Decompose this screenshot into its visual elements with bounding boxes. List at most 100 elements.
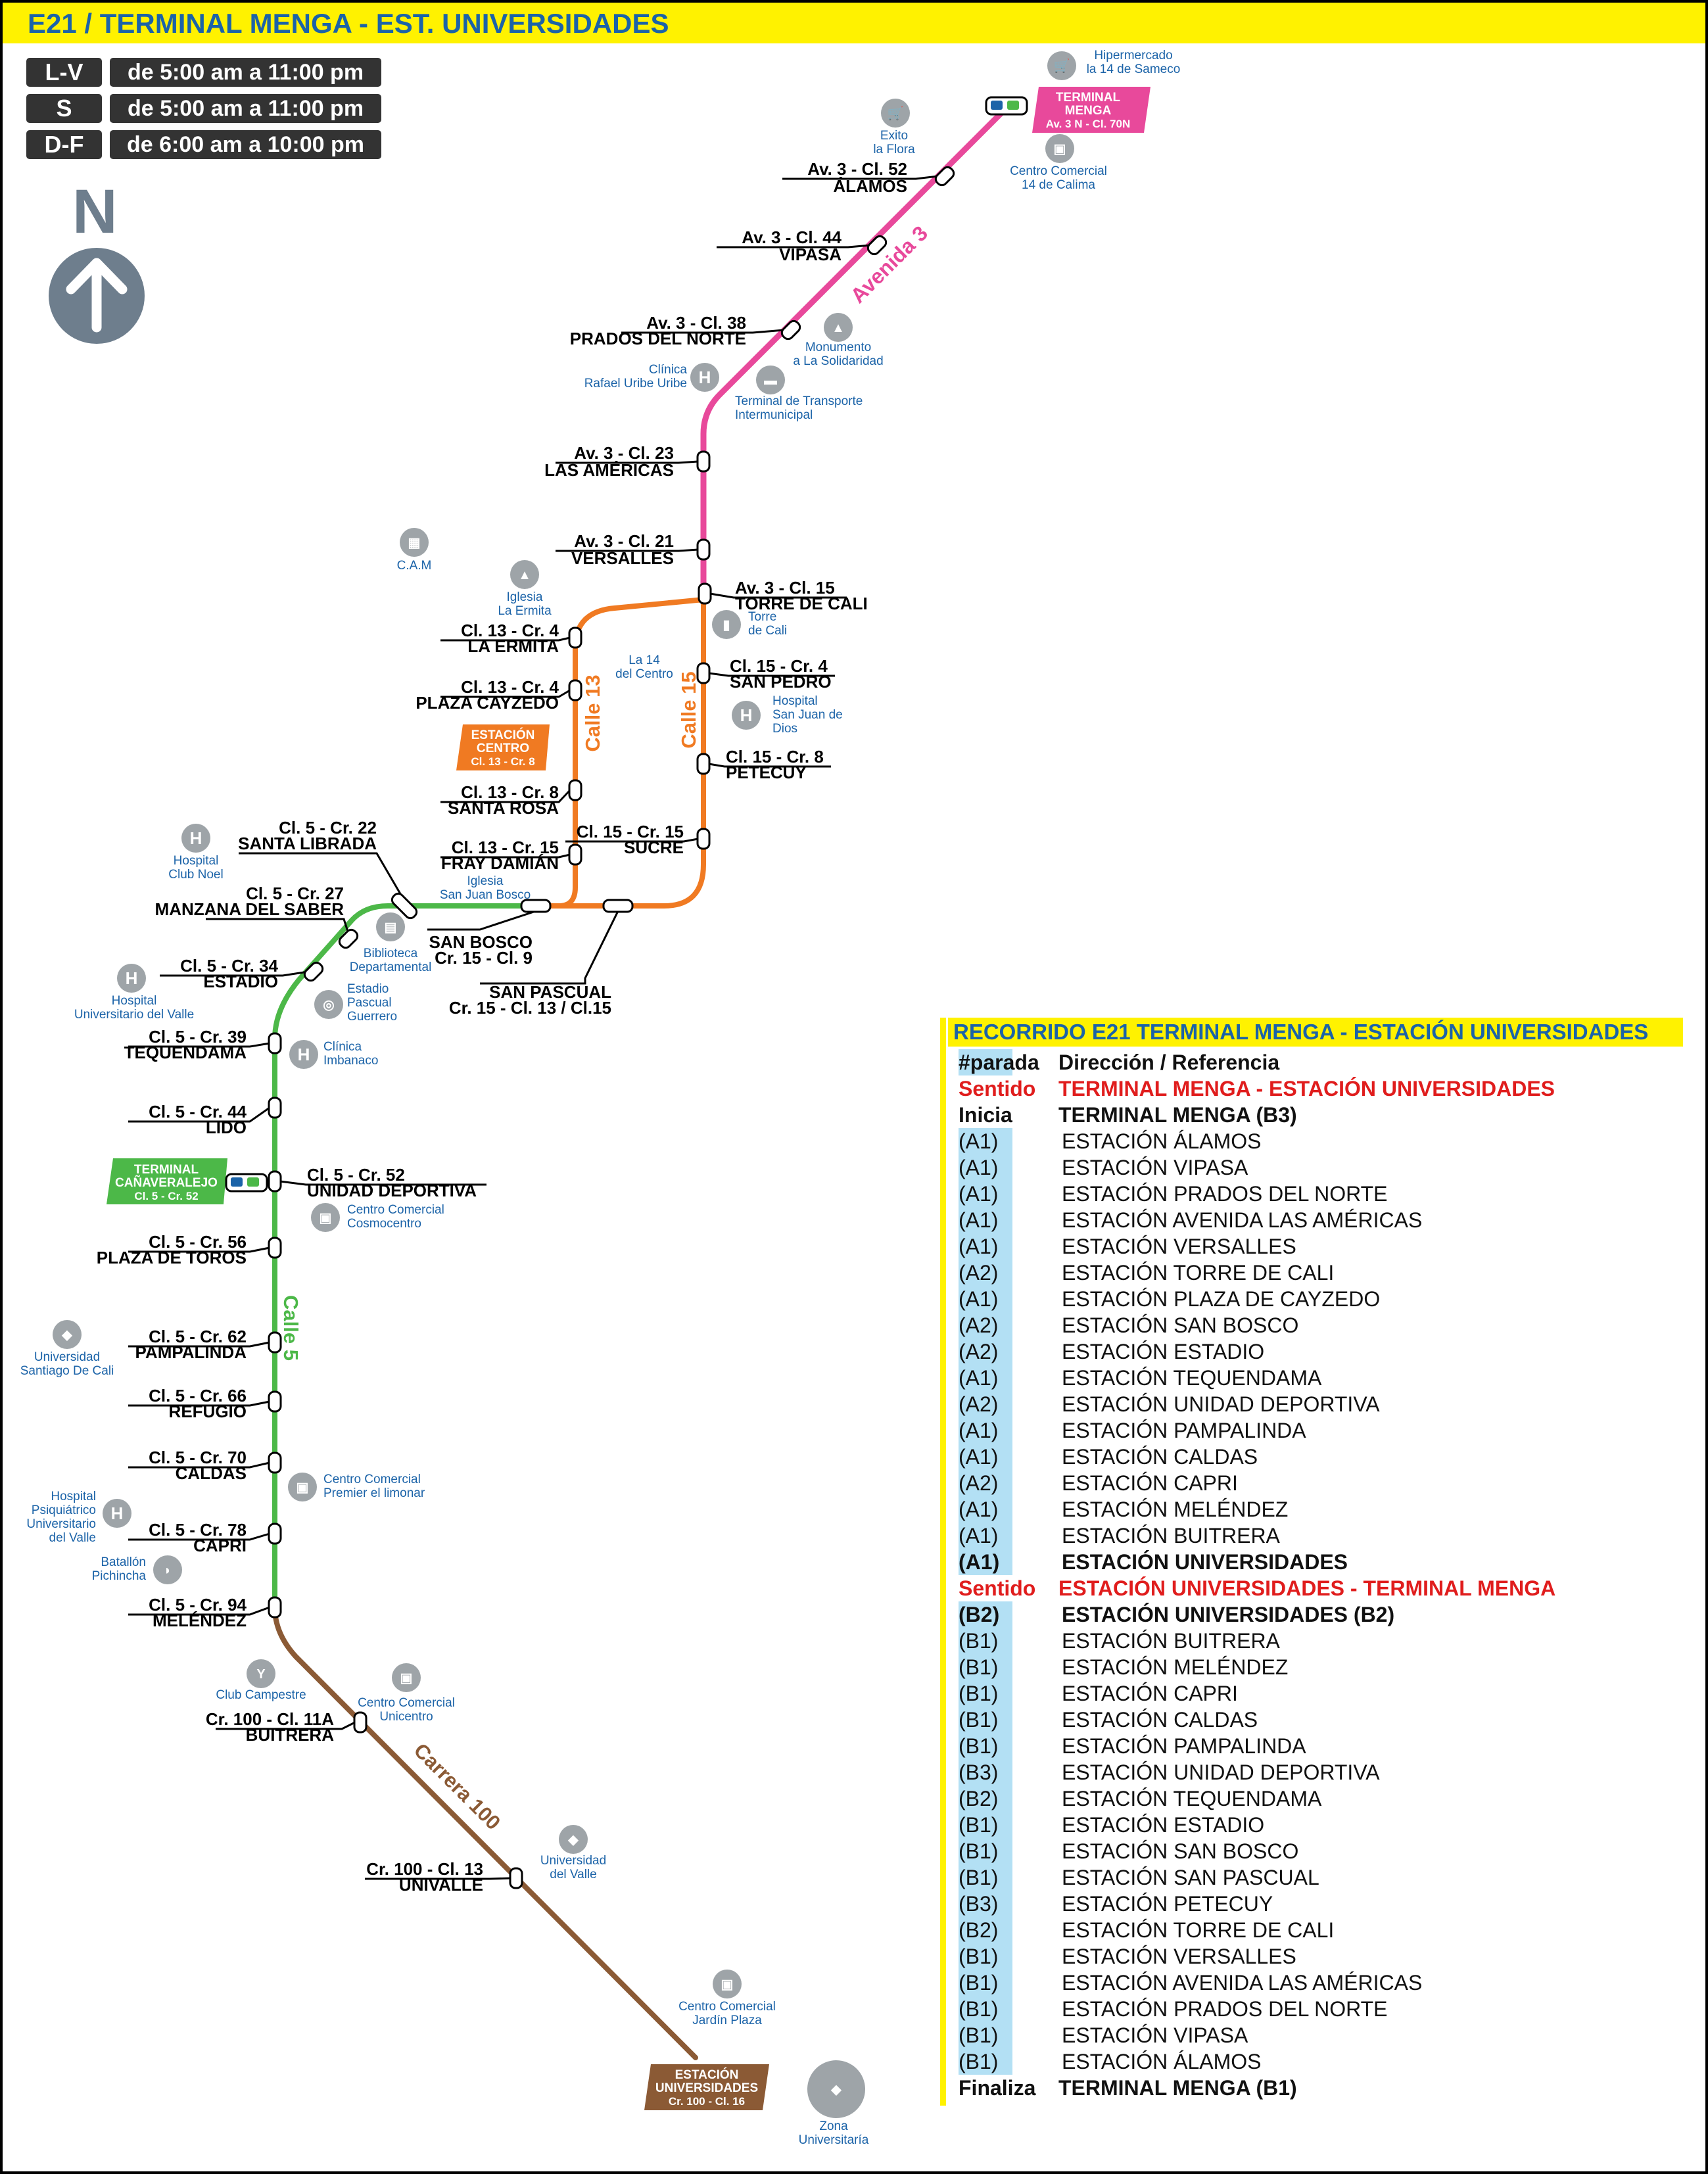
station-marker[interactable] [780,319,802,341]
legend-text: ESTACIÓN PAMPALINDA [1062,1734,1306,1758]
bus-icon [991,101,1003,110]
station-marker[interactable] [268,1452,282,1474]
station-marker[interactable] [268,1170,282,1193]
station-name: REFUGIO [169,1402,247,1421]
landmark-label: Centro Comercial [1010,164,1107,178]
icon-glyph: ◆ [61,1328,72,1342]
leader-line [709,592,847,599]
station-marker[interactable] [568,779,582,801]
station-address: Cl. 13 - Cr. 4 [461,621,559,640]
station-marker[interactable] [696,450,711,473]
station-marker[interactable] [934,165,956,187]
landmark-label: Jardín Plaza [692,2014,762,2027]
schedule-day: D-F [26,130,102,159]
box-icon [1045,134,1074,163]
legend-text: ESTACIÓN UNIVERSIDADES [1062,1550,1348,1574]
estacion-centro-l2: CENTRO [477,742,529,755]
box-icon [713,1970,742,1998]
station-address: Av. 3 - Cl. 38 [646,313,746,333]
station-marker[interactable] [268,1390,282,1413]
station-marker[interactable] [390,891,419,920]
station-marker[interactable] [268,1097,282,1119]
cap-icon [807,2060,865,2118]
station-marker[interactable] [353,1711,368,1734]
station-marker[interactable] [696,662,711,684]
station-marker[interactable] [568,626,582,649]
station-marker[interactable] [568,843,582,866]
landmark-label: Cosmocentro [347,1217,421,1231]
station-marker[interactable] [696,753,711,775]
station-marker[interactable] [696,828,711,850]
cap-icon [53,1320,82,1349]
station-marker[interactable] [509,1867,523,1889]
landmark-label: Premier el limonar [323,1486,425,1500]
legend-code: (B1) [959,2048,1012,2075]
station-marker[interactable] [268,1523,282,1545]
station-marker[interactable] [268,1331,282,1354]
station-marker[interactable] [568,679,582,701]
station-marker[interactable] [520,899,552,913]
station-marker[interactable] [268,1596,282,1619]
station-marker[interactable] [268,1237,282,1259]
station-marker[interactable] [302,960,325,983]
hospital-icon [690,363,719,392]
legend-code: Sentido [959,1077,1036,1100]
legend-code: (B1) [959,1654,1012,1680]
legend-text: ESTACIÓN BUITRERA [1062,1524,1280,1548]
station-9[interactable]: Cl. 13 - Cr. 4LA ERMITA [440,621,582,656]
route-calle15-line [533,594,706,909]
landmark-label: Pascual [347,996,392,1010]
leader-line [128,1461,270,1469]
icon-glyph: ◆ [567,1833,579,1847]
landmark-label: C.A.M [397,559,432,573]
station-marker[interactable] [602,899,634,913]
legend-code: (A2) [959,1260,1012,1286]
station-marker[interactable] [698,582,712,605]
legend-code: (A1) [959,1154,1012,1181]
station-marker[interactable] [268,1032,282,1054]
station-address: Cl. 5 - Cr. 39 [149,1027,247,1047]
station-marker[interactable] [866,234,888,256]
leader-line [206,918,350,934]
station-marker[interactable] [696,538,711,561]
landmark-label: Iglesia [507,590,543,604]
landmark-label: Pichincha [92,1569,147,1583]
legend-text: TERMINAL MENGA (B3) [1058,1103,1297,1127]
leader-line [128,1400,270,1407]
station-name: MELÉNDEZ [153,1611,247,1630]
leader-line [239,852,406,901]
station-marker[interactable] [337,928,360,950]
